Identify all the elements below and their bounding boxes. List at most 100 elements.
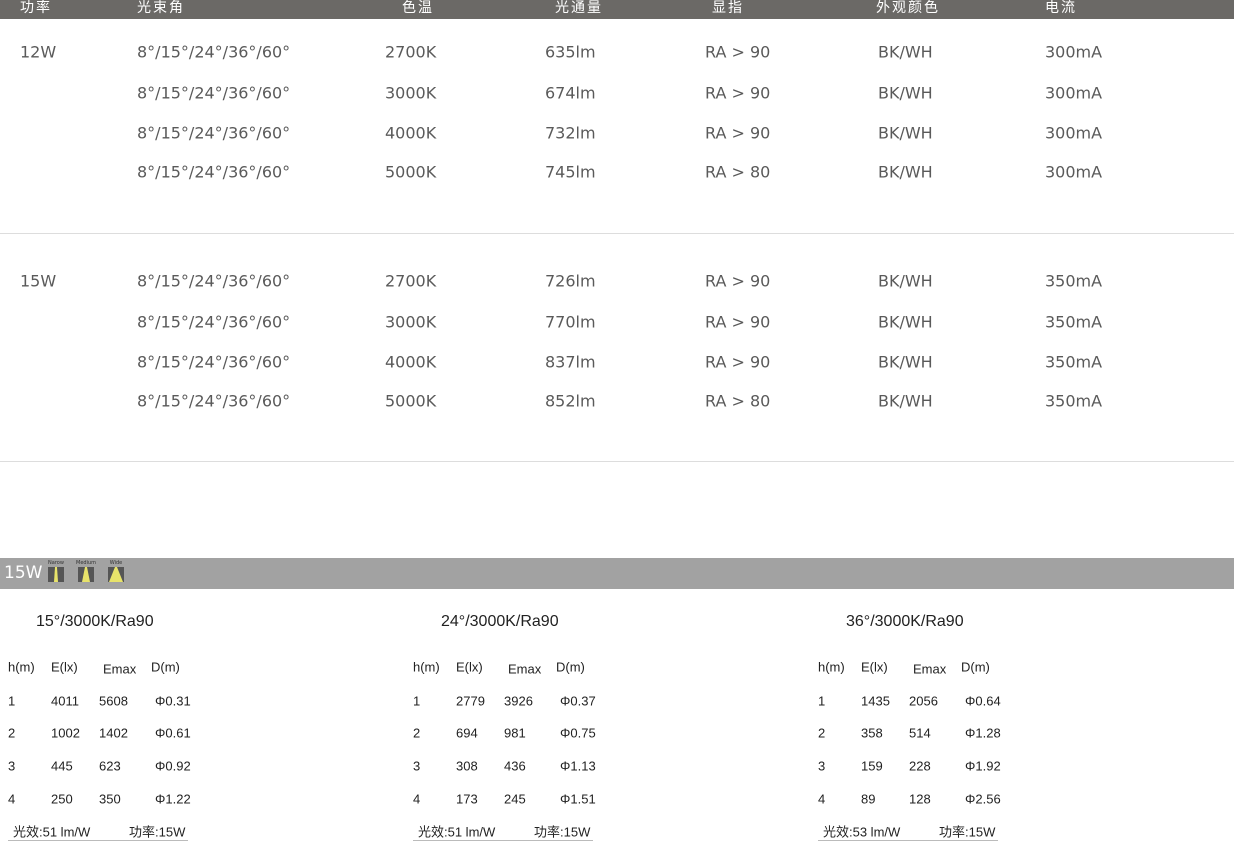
spec-cell: BK/WH <box>878 312 933 332</box>
column-header: E(lx) <box>51 659 78 675</box>
table-cell: 2 <box>413 725 421 741</box>
spec-cell: 300mA <box>1045 123 1103 143</box>
footer-underline <box>818 840 998 841</box>
table-cell: Φ0.75 <box>560 725 596 741</box>
header-1: 光束角 <box>137 0 185 16</box>
spec-cell: 770lm <box>545 312 596 332</box>
table-cell: 228 <box>909 758 931 774</box>
column-header: E(lx) <box>861 659 888 675</box>
table-cell: 3926 <box>504 693 533 709</box>
spec-cell: 5000K <box>385 162 437 182</box>
spec-cell: BK/WH <box>878 162 933 182</box>
spec-cell: RA > 80 <box>705 162 771 182</box>
table-cell: Φ1.28 <box>965 725 1001 741</box>
table-cell: 514 <box>909 725 931 741</box>
table-cell: 2779 <box>456 693 485 709</box>
table-cell: 623 <box>99 758 121 774</box>
spec-cell: 635lm <box>545 42 596 62</box>
column-header: h(m) <box>413 659 440 675</box>
beam-icon <box>48 567 64 582</box>
table-cell: 159 <box>861 758 883 774</box>
table-cell: 445 <box>51 758 73 774</box>
table-cell: Φ1.13 <box>560 758 596 774</box>
spec-cell: BK/WH <box>878 123 933 143</box>
table-cell: 981 <box>504 725 526 741</box>
table-cell: Φ1.22 <box>155 791 191 807</box>
table-cell: 3 <box>8 758 16 774</box>
header-6: 电流 <box>1045 0 1077 16</box>
spec-cell: 8°/15°/24°/36°/60° <box>137 42 291 62</box>
table-cell: 3 <box>818 758 826 774</box>
spec-cell: 8°/15°/24°/36°/60° <box>137 391 291 411</box>
spec-cell: BK/WH <box>878 391 933 411</box>
table-cell: 1 <box>413 693 421 709</box>
column-header: Emax <box>913 661 947 677</box>
spec-cell: 350mA <box>1045 271 1103 291</box>
spec-cell: RA > 90 <box>705 271 771 291</box>
table-cell: 250 <box>51 791 73 807</box>
spec-cell: 300mA <box>1045 83 1103 103</box>
spec-cell: RA > 90 <box>705 352 771 372</box>
table-cell: Φ1.92 <box>965 758 1001 774</box>
column-header: Emax <box>508 661 542 677</box>
table-cell: 1002 <box>51 725 80 741</box>
spec-cell: 2700K <box>385 271 437 291</box>
column-header: h(m) <box>818 659 845 675</box>
efficacy: 光效:51 lm/W <box>13 824 91 840</box>
table-cell: 4011 <box>51 693 79 709</box>
table-cell: 308 <box>456 758 478 774</box>
table-cell: Φ0.37 <box>560 693 596 709</box>
spec-cell: 8°/15°/24°/36°/60° <box>137 123 291 143</box>
spec-table-header: 功率 光束角 色温 光通量 显指 外观颜色 电流 <box>0 0 1234 19</box>
table-cell: 4 <box>818 791 826 807</box>
spec-cell: 8°/15°/24°/36°/60° <box>137 83 291 103</box>
spec-cell: 5000K <box>385 391 437 411</box>
header-2: 色温 <box>402 0 434 16</box>
spec-cell: 8°/15°/24°/36°/60° <box>137 271 291 291</box>
table-cell: 1 <box>818 693 826 709</box>
table-cell: Φ0.92 <box>155 758 191 774</box>
column-header: E(lx) <box>456 659 483 675</box>
spec-cell: RA > 80 <box>705 391 771 411</box>
beam-icon <box>108 567 124 582</box>
spec-cell: BK/WH <box>878 42 933 62</box>
header-3: 光通量 <box>555 0 603 16</box>
spec-cell: 4000K <box>385 352 437 372</box>
header-5: 外观颜色 <box>876 0 940 16</box>
beam-medium: Medium <box>76 560 96 582</box>
table-title: 24°/3000K/Ra90 <box>441 613 559 630</box>
spec-cell: 8°/15°/24°/36°/60° <box>137 162 291 182</box>
spec-cell: RA > 90 <box>705 42 771 62</box>
spec-cell: 852lm <box>545 391 596 411</box>
efficacy: 光效:51 lm/W <box>418 824 496 840</box>
footer-underline <box>8 840 188 841</box>
footer-underline <box>413 840 593 841</box>
efficacy: 光效:53 lm/W <box>823 824 901 840</box>
table-cell: 245 <box>504 791 526 807</box>
spec-cell: RA > 90 <box>705 312 771 332</box>
beam-label: Medium <box>76 560 96 566</box>
spec-cell: 300mA <box>1045 42 1103 62</box>
table-cell: 4 <box>413 791 421 807</box>
bar-power: 15W <box>4 563 43 583</box>
table-cell: 5608 <box>99 693 128 709</box>
table-cell: Φ2.56 <box>965 791 1001 807</box>
beam-narow: Narow <box>46 560 66 582</box>
spec-cell: 350mA <box>1045 391 1103 411</box>
table-cell: Φ0.64 <box>965 693 1001 709</box>
spec-cell: 2700K <box>385 42 437 62</box>
table-cell: 350 <box>99 791 121 807</box>
spec-cell: 837lm <box>545 352 596 372</box>
power-label: 15W <box>20 271 57 291</box>
column-header: h(m) <box>8 659 35 675</box>
spec-cell: RA > 90 <box>705 123 771 143</box>
table-cell: 2 <box>8 725 16 741</box>
table-title: 15°/3000K/Ra90 <box>36 613 154 630</box>
table-cell: Φ1.51 <box>560 791 596 807</box>
spec-cell: 350mA <box>1045 312 1103 332</box>
beam-label: Narow <box>48 560 64 566</box>
spec-cell: 3000K <box>385 83 437 103</box>
table-cell: 89 <box>861 791 876 807</box>
beam-icon <box>78 567 94 582</box>
power: 功率:15W <box>939 824 996 840</box>
